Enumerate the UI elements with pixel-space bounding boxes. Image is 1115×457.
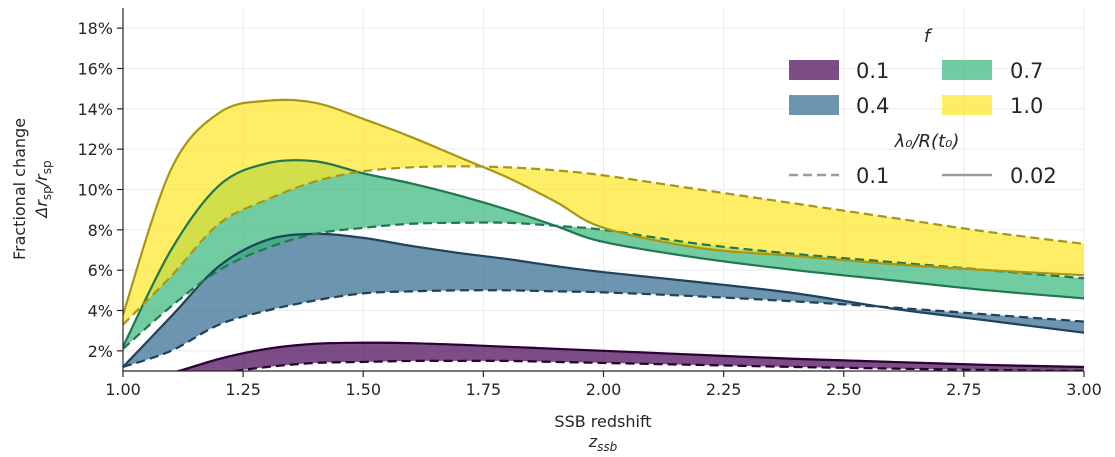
legend-label-f-0.7: 0.7 <box>1010 59 1043 83</box>
solid-line-f-1.0 <box>123 98 1084 315</box>
y-tick-label: 10% <box>77 181 113 200</box>
y-tick-label: 16% <box>77 60 113 79</box>
y-tick-label: 14% <box>77 100 113 119</box>
band-f-0.7 <box>123 160 1084 349</box>
x-tick-label: 1.50 <box>345 380 381 399</box>
legend-label-f-0.1: 0.1 <box>856 59 889 83</box>
x-tick-label: 1.00 <box>105 380 141 399</box>
dashed-line-f-0.1 <box>226 359 1084 371</box>
solid-line-shade-f-0.1 <box>174 341 1084 371</box>
legend-label-f-0.4: 0.4 <box>856 94 889 118</box>
band-f-0.1 <box>178 342 1084 371</box>
legend-title-f: f <box>924 26 933 47</box>
y-tick-label: 18% <box>77 19 113 38</box>
legend-swatch-f-0.4 <box>789 95 839 115</box>
y-tick-label: 8% <box>88 221 113 240</box>
legend-label-lambda-0.1: 0.1 <box>856 164 889 188</box>
x-tick-label: 2.50 <box>826 380 862 399</box>
dashed-line-f-0.7 <box>123 221 1084 350</box>
band-f-0.4 <box>123 233 1084 367</box>
x-tick-label: 3.00 <box>1066 380 1102 399</box>
x-tick-label: 2.00 <box>586 380 622 399</box>
x-tick-label: 2.75 <box>946 380 982 399</box>
x-axis-ticks: 1.00 1.25 1.50 1.75 2.00 2.25 2.50 2.75 3.00 <box>105 371 1102 399</box>
dashed-line-shade-f-0.4 <box>123 289 1084 369</box>
y-axis-symbol: Δrsp/rsp <box>32 160 54 219</box>
x-axis-label: SSB redshift <box>554 412 651 431</box>
legend-title-lambda: λ₀/R(t₀) <box>894 131 960 152</box>
dashed-line-f-1.0 <box>123 165 1084 326</box>
legend-swatch-f-0.1 <box>789 60 839 80</box>
legend-swatch-f-0.7 <box>942 60 992 80</box>
band-f-1.0 <box>123 99 1084 325</box>
y-tick-label: 4% <box>88 302 113 321</box>
solid-line-shade-f-0.7 <box>123 159 1084 348</box>
solid-line-f-0.1 <box>174 341 1084 371</box>
y-tick-label: 2% <box>88 342 113 361</box>
data-lines <box>123 98 1084 371</box>
data-bands <box>123 99 1084 371</box>
x-axis-symbol: zssb <box>588 432 618 454</box>
legend: f 0.1 0.7 0.4 1.0 λ₀/R(t₀) 0.1 0.02 <box>789 26 1057 188</box>
legend-label-f-1.0: 1.0 <box>1010 94 1043 118</box>
dashed-line-shade-f-0.1 <box>226 359 1084 371</box>
dashed-line-f-0.4 <box>123 289 1084 369</box>
legend-swatch-f-1.0 <box>942 95 992 115</box>
y-axis-label: Fractional change <box>10 118 29 260</box>
dashed-line-shade-f-0.7 <box>123 221 1084 350</box>
y-axis-ticks: 2% 4% 6% 8% 10% 12% 14% 16% 18% <box>77 19 123 361</box>
y-tick-label: 6% <box>88 261 113 280</box>
solid-line-f-0.7 <box>123 159 1084 348</box>
legend-label-lambda-0.02: 0.02 <box>1010 164 1057 188</box>
x-tick-label: 1.75 <box>466 380 502 399</box>
y-tick-label: 12% <box>77 140 113 159</box>
x-tick-label: 1.25 <box>225 380 261 399</box>
dashed-line-shade-f-1.0 <box>123 165 1084 326</box>
x-tick-label: 2.25 <box>706 380 742 399</box>
solid-line-shade-f-1.0 <box>123 98 1084 315</box>
